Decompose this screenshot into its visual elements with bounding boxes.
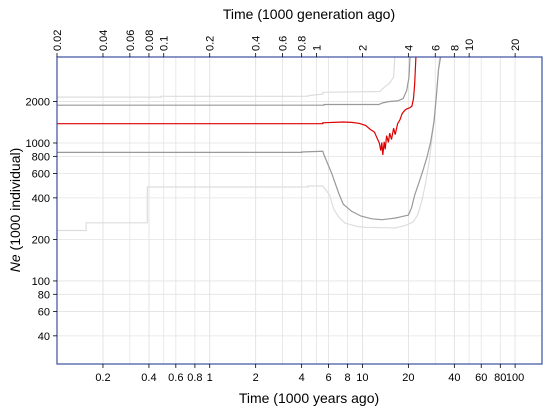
y-tick-label: 800 xyxy=(32,151,50,163)
x-tick-label: 8 xyxy=(345,372,351,384)
y-tick-label: 60 xyxy=(38,307,50,319)
x-tick-label: 20 xyxy=(402,372,414,384)
x-tick-label: 10 xyxy=(356,372,368,384)
x2-tick-label: 20 xyxy=(510,39,522,51)
x2-tick-label: 6 xyxy=(430,45,442,51)
grid-layer xyxy=(56,57,542,364)
x2-tick-label: 2 xyxy=(357,45,369,51)
series-line-1 xyxy=(57,56,441,232)
x2-tick-label: 0.06 xyxy=(125,30,137,51)
x-tick-label: 100 xyxy=(506,372,524,384)
x2-tick-label: 0.4 xyxy=(251,36,263,51)
series-line-2 xyxy=(57,56,396,98)
x-tick-label: 0.6 xyxy=(168,372,183,384)
x2-tick-label: 10 xyxy=(464,39,476,51)
x-tick-label: 60 xyxy=(475,372,487,384)
y-tick-label: 40 xyxy=(38,331,50,343)
x2-tick-label: 0.02 xyxy=(52,30,64,51)
series-line-3 xyxy=(57,56,442,221)
y-tick-label: 2000 xyxy=(26,96,50,108)
y-axis-title-unit: (1000 individual) xyxy=(7,148,23,255)
x-tick-label: 6 xyxy=(325,372,331,384)
y-tick-label: 80 xyxy=(38,289,50,301)
top-x-axis-title: Time (1000 generation ago) xyxy=(223,6,395,22)
x-tick-label: 2 xyxy=(253,372,259,384)
plot-frame xyxy=(56,56,543,365)
x-tick-label: 40 xyxy=(448,372,460,384)
y-tick-label: 200 xyxy=(32,234,50,246)
x2-tick-label: 1 xyxy=(311,45,323,51)
series-layer xyxy=(57,56,442,232)
y-tick-label: 100 xyxy=(32,276,50,288)
series-line-4 xyxy=(57,56,411,106)
x-tick-label: 1 xyxy=(207,372,213,384)
x-tick-label: 80 xyxy=(494,372,506,384)
x2-tick-label: 4 xyxy=(403,45,415,51)
x2-tick-label: 0.6 xyxy=(278,36,290,51)
x-tick-label: 4 xyxy=(299,372,305,384)
tick-layer: 0.2 0.4 0.6 0.8 1 2 4 6 8 10 20 40 60 80 1000.02 0.04 0.… xyxy=(26,30,525,384)
x-axis-title: Time (1000 years ago) xyxy=(239,390,379,406)
x2-tick-label: 8 xyxy=(449,45,461,51)
y-tick-label: 400 xyxy=(32,193,50,205)
x-tick-label: 0.8 xyxy=(187,372,202,384)
x2-tick-label: 0.08 xyxy=(144,30,156,51)
y-tick-label: 600 xyxy=(32,169,50,181)
x2-tick-label: 0.04 xyxy=(98,30,110,51)
series-line-5 xyxy=(57,56,417,155)
y-axis-title: Ne (1000 individual) xyxy=(7,148,23,273)
y-tick-label: 1000 xyxy=(26,138,50,150)
x-tick-label: 0.4 xyxy=(141,372,156,384)
x2-tick-label: 0.1 xyxy=(159,36,171,51)
x2-tick-label: 0.2 xyxy=(205,36,217,51)
x2-tick-label: 0.8 xyxy=(297,36,309,51)
x-tick-label: 0.2 xyxy=(95,372,110,384)
y-axis-title-symbol: Ne xyxy=(7,254,23,272)
